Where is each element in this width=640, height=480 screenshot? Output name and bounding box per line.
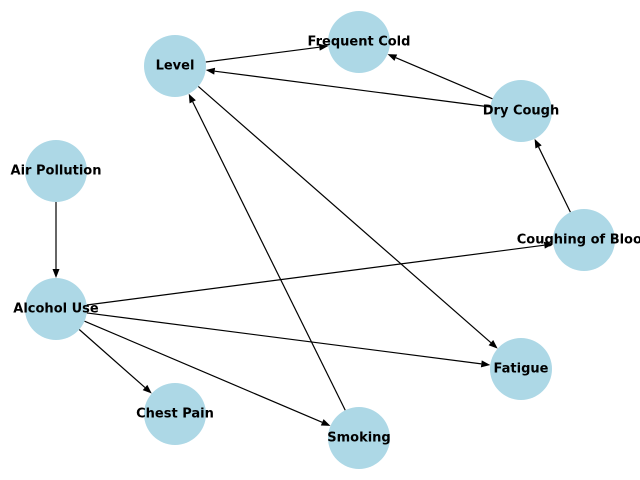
edge-line <box>197 85 492 344</box>
node-smoking: Smoking <box>327 407 391 469</box>
node-circle <box>490 338 552 400</box>
node-circle <box>553 209 615 271</box>
edge-line <box>86 244 545 306</box>
edge-line <box>78 329 146 388</box>
edge-level-to-fatigue <box>197 85 498 349</box>
edge-alcohol-use-to-coughing-of-blood <box>86 241 554 306</box>
arrowhead-icon <box>543 241 554 249</box>
edge-dry-cough-to-frequent-cold <box>387 54 493 100</box>
edge-line <box>205 46 320 63</box>
node-fatigue: Fatigue <box>490 338 552 400</box>
arrowhead-icon <box>480 360 491 368</box>
node-label: Air Pollution <box>11 164 102 179</box>
node-alcohol-use: Alcohol Use <box>13 278 99 340</box>
edge-alcohol-use-to-smoking <box>84 320 331 426</box>
arrowhead-icon <box>534 138 542 149</box>
node-level: Level <box>144 35 206 97</box>
node-frequent-cold: Frequent Cold <box>308 11 411 73</box>
edge-air-pollution-to-alcohol-use <box>52 202 60 278</box>
node-circle <box>144 383 206 445</box>
node-label: Level <box>156 59 195 74</box>
node-label: Frequent Cold <box>308 35 411 50</box>
arrowhead-icon <box>188 93 196 104</box>
edges-layer <box>52 43 571 426</box>
edge-level-to-frequent-cold <box>205 43 329 63</box>
node-dry-cough: Dry Cough <box>483 80 560 142</box>
edge-line <box>538 146 571 213</box>
edge-coughing-of-blood-to-dry-cough <box>534 138 571 213</box>
arrowhead-icon <box>320 419 331 426</box>
edge-line <box>395 57 493 100</box>
edge-line <box>214 70 491 108</box>
node-circle <box>328 11 390 73</box>
edge-smoking-to-level <box>188 93 346 411</box>
node-circle <box>328 407 390 469</box>
node-label: Fatigue <box>494 362 549 377</box>
node-coughing-of-blood: Coughing of Blood <box>517 209 640 271</box>
node-label: Smoking <box>327 431 391 446</box>
node-label: Chest Pain <box>136 407 214 422</box>
edge-alcohol-use-to-chest-pain <box>78 329 152 394</box>
node-label: Coughing of Blood <box>517 233 640 248</box>
node-circle <box>144 35 206 97</box>
edge-line <box>84 320 323 423</box>
node-air-pollution: Air Pollution <box>11 140 102 202</box>
node-circle <box>25 278 87 340</box>
arrowhead-icon <box>387 54 398 61</box>
edge-dry-cough-to-level <box>205 67 491 108</box>
edge-line <box>192 101 346 411</box>
node-circle <box>490 80 552 142</box>
arrowhead-icon <box>318 43 329 51</box>
edge-alcohol-use-to-fatigue <box>86 312 491 368</box>
node-label: Dry Cough <box>483 104 560 119</box>
edge-line <box>86 312 482 365</box>
arrowhead-icon <box>205 67 216 75</box>
nodes-layer: Level Frequent Cold Dry Cough Air Pollution… <box>11 11 640 469</box>
node-chest-pain: Chest Pain <box>136 383 214 445</box>
node-label: Alcohol Use <box>13 302 99 317</box>
arrowhead-icon <box>488 340 498 349</box>
arrowhead-icon <box>142 384 152 394</box>
arrowhead-icon <box>52 269 60 278</box>
node-circle <box>25 140 87 202</box>
